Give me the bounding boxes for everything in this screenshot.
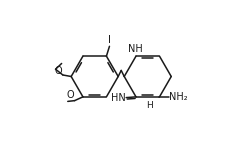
Text: I: I (108, 35, 111, 45)
Text: O: O (54, 66, 62, 76)
Text: H: H (146, 101, 153, 110)
Text: NH: NH (128, 44, 142, 54)
Text: HN: HN (111, 93, 126, 103)
Text: O: O (66, 90, 74, 100)
Text: NH₂: NH₂ (169, 92, 188, 102)
